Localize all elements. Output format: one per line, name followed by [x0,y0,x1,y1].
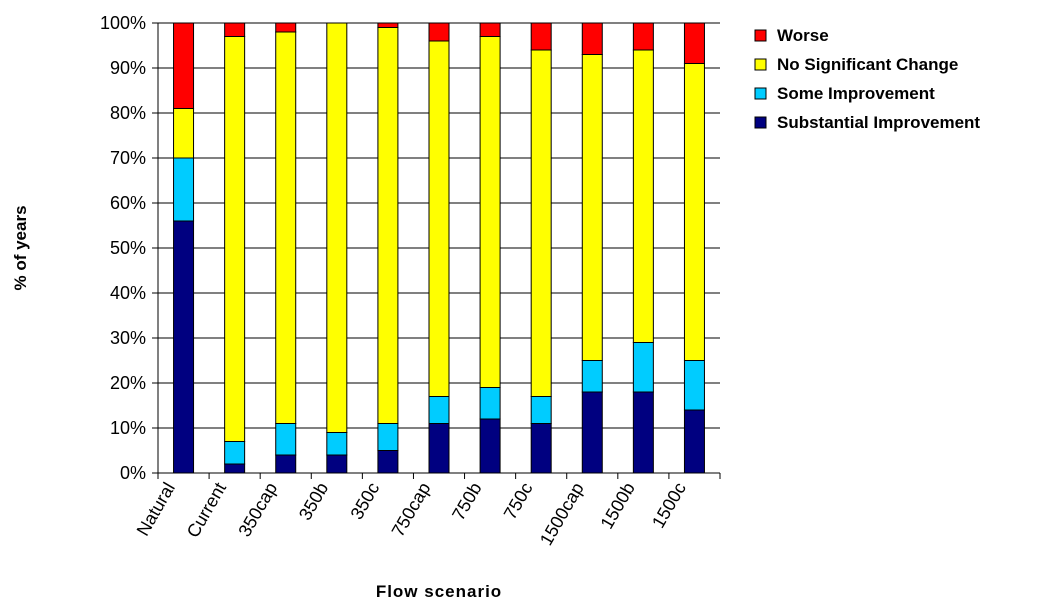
bar-segment [377,423,399,451]
bar-segment [581,360,603,393]
bar-segment [275,454,297,474]
bar-segment [428,40,450,397]
bar-segment [224,463,246,474]
legend-label: Worse [777,26,829,45]
bar-segment [581,54,603,361]
x-tick-label: Current [183,479,230,541]
y-tick-label: 100% [100,13,146,33]
x-tick-label: 750b [448,479,485,524]
bar-segment [632,22,654,51]
bar-segment [479,36,501,388]
bar-segment [632,49,654,343]
bar-segment [173,157,195,222]
y-tick-label: 20% [110,373,146,393]
bar-segment [683,409,705,474]
bar-segment [275,31,297,424]
x-tick-label: 1500b [596,479,638,532]
bar-segment [326,454,348,474]
y-tick-label: 80% [110,103,146,123]
bar-segment [683,63,705,361]
bar-segment [683,22,705,64]
bar-segment [581,22,603,55]
bar-segment [530,396,552,424]
y-tick-label: 50% [110,238,146,258]
legend-item: Worse [754,26,829,45]
bar-segment [632,342,654,393]
legend-swatch [754,87,767,100]
x-axis-title: Flow scenario [376,582,502,600]
bar-stack-750b [479,22,501,474]
bar-segment [530,22,552,51]
bar-segment [224,441,246,465]
bar-stack-current [224,22,246,474]
x-tick-label: 350c [347,479,384,523]
legend-label: Some Improvement [777,84,935,103]
legend-label: Substantial Improvement [777,113,980,132]
bar-segment [428,22,450,42]
bar-stack-350c [377,22,399,474]
bar-stack-natural [173,22,195,474]
legend-item: Substantial Improvement [754,113,980,132]
bar-segment [377,450,399,474]
bar-segment [581,391,603,474]
y-tick-label: 0% [120,463,146,483]
bar-segment [275,423,297,456]
bar-segment [428,396,450,424]
x-tick-label: 750cap [388,479,435,540]
bar-segment [479,387,501,420]
bar-segment [530,423,552,474]
legend-label: No Significant Change [777,55,958,74]
x-tick-label: 350b [295,479,332,524]
bar-stack-350cap [275,22,297,474]
x-tick-label: Natural [133,479,179,539]
x-tick-label: 1500cap [536,479,588,549]
x-tick-label: 350cap [234,479,281,540]
bar-segment [428,423,450,474]
bar-segment [275,22,297,33]
bar-stack-750cap [428,22,450,474]
y-tick-label: 10% [110,418,146,438]
y-tick-label: 60% [110,193,146,213]
bar-stack-750c [530,22,552,474]
y-tick-labels: 0% 10% 20% 30% 40% 50% 60% 70% 80% 90% 100% [100,13,146,483]
bar-segment [479,418,501,474]
bars [173,22,705,474]
x-tick-labels: Natural Current 350cap 350b 350c 750cap 750b 75… [133,479,690,549]
legend-swatch [754,58,767,71]
legend-item: Some Improvement [754,84,935,103]
x-tick-label: 1500c [648,479,690,531]
bar-segment [224,22,246,37]
bar-segment [683,360,705,411]
bar-segment [173,220,195,474]
bar-segment [377,27,399,424]
bar-segment [326,22,348,433]
bar-stack-1500b [632,22,654,474]
bar-segment [479,22,501,37]
legend: Worse No Significant Change Some Improveme… [754,26,980,132]
y-tick-label: 90% [110,58,146,78]
legend-swatch [754,116,767,129]
y-tick-label: 40% [110,283,146,303]
legend-swatch [754,29,767,42]
bar-segment [173,108,195,159]
bar-segment [632,391,654,474]
bar-segment [530,49,552,397]
bar-segment [224,36,246,442]
bar-segment [173,22,195,109]
bar-stack-1500cap [581,22,603,474]
y-axis-title: % of years [11,205,30,290]
y-tick-label: 70% [110,148,146,168]
y-tick-label: 30% [110,328,146,348]
bar-stack-350b [326,22,348,474]
x-tick-label: 750c [500,479,537,523]
axes [152,22,721,479]
bar-segment [377,22,399,28]
bar-stack-1500c [683,22,705,474]
legend-item: No Significant Change [754,55,958,74]
bar-segment [326,432,348,456]
